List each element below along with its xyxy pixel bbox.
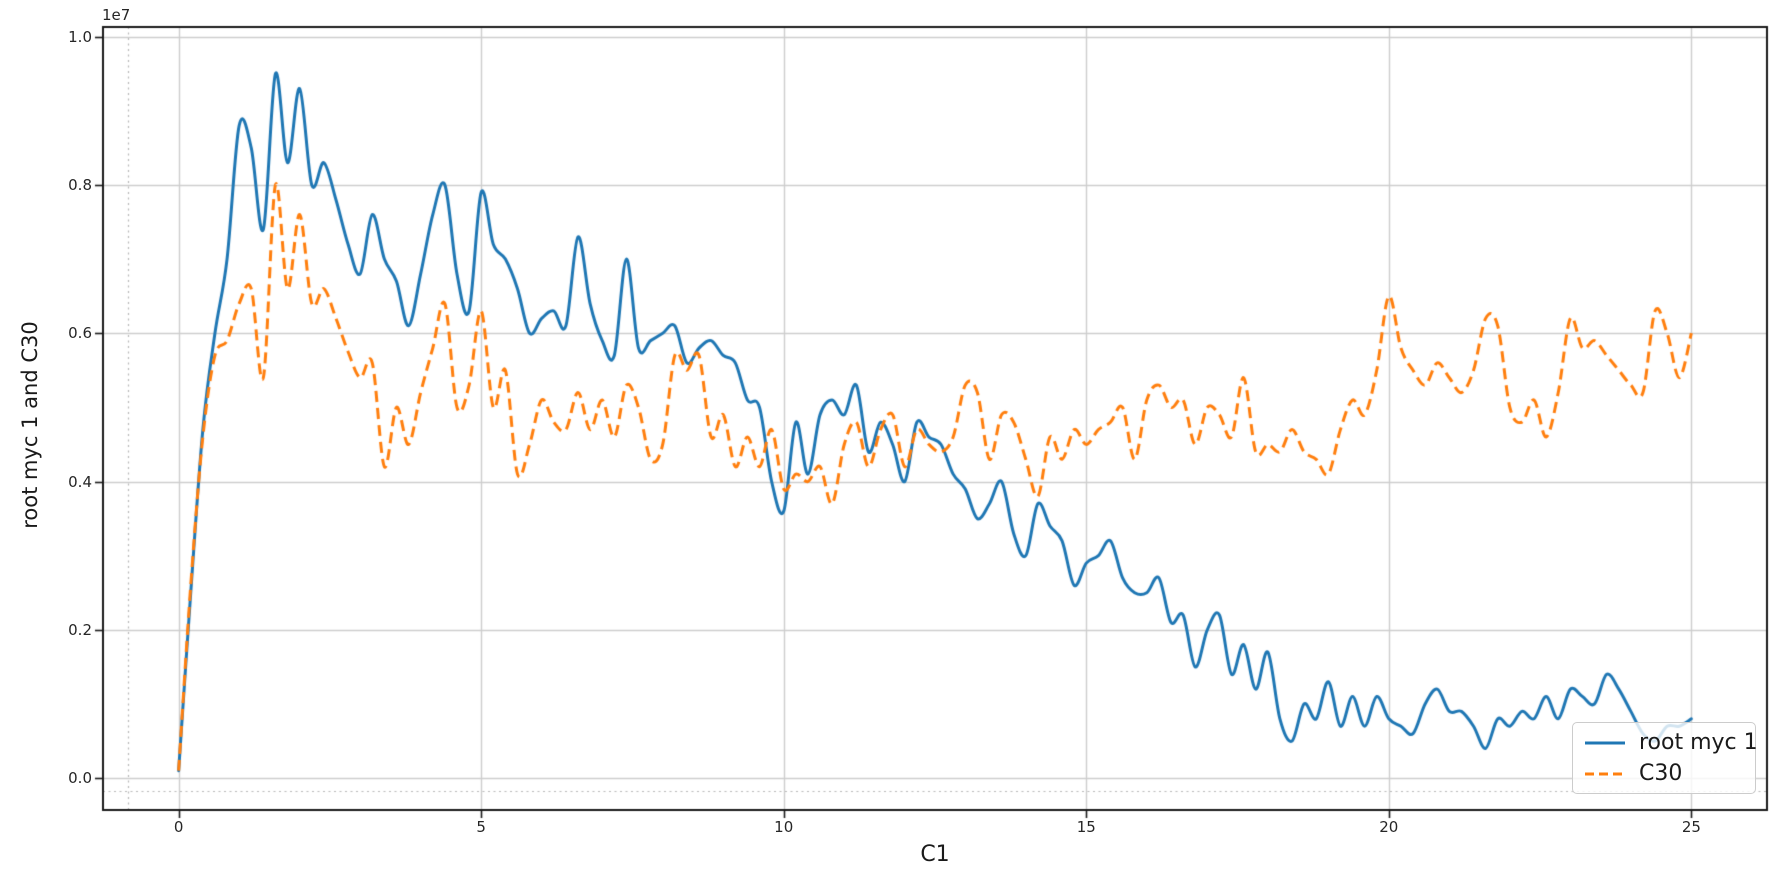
y-tick-label: 0.2 bbox=[68, 620, 92, 639]
x-tick-label: 25 bbox=[1681, 818, 1701, 836]
legend-label: root myc 1 bbox=[1639, 730, 1758, 755]
y-tick-label: 1.0 bbox=[68, 27, 92, 46]
x-axis-label: C1 bbox=[920, 842, 950, 867]
legend-label: C30 bbox=[1639, 761, 1683, 786]
legend: root myc 1 C30 bbox=[1572, 722, 1758, 794]
y-tick-label: 0.8 bbox=[68, 175, 92, 194]
x-tick-label: 0 bbox=[173, 818, 184, 836]
x-tick-label: 15 bbox=[1076, 818, 1096, 836]
x-tick-label: 10 bbox=[774, 818, 794, 836]
legend-entry-root-myc-1: root myc 1 bbox=[1583, 730, 1758, 755]
y-tick-label: 0.0 bbox=[68, 769, 92, 788]
legend-line-sample-solid bbox=[1585, 741, 1625, 744]
legend-line-sample-dashed bbox=[1585, 772, 1625, 775]
x-tick-label: 20 bbox=[1379, 818, 1399, 836]
x-tick-label: 5 bbox=[476, 818, 486, 836]
y-tick-label: 0.6 bbox=[68, 324, 92, 343]
y-tick-label: 0.4 bbox=[68, 472, 92, 491]
legend-entry-c30: C30 bbox=[1583, 761, 1745, 786]
y-axis-offset-text: 1e7 bbox=[102, 6, 131, 24]
y-axis-label: root myc 1 and C30 bbox=[18, 321, 42, 529]
